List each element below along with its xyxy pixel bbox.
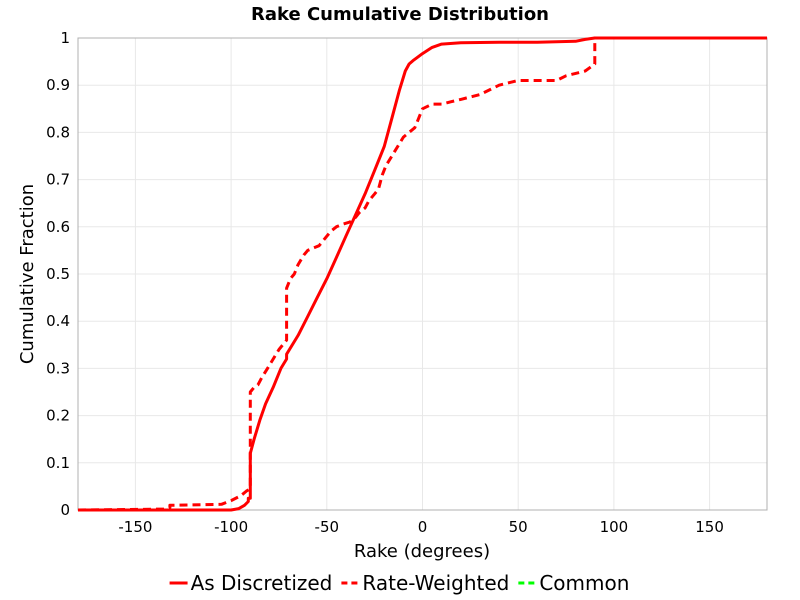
legend-label: Rate-Weighted <box>362 571 509 595</box>
chart-title: Rake Cumulative Distribution <box>251 4 549 25</box>
x-axis-label: Rake (degrees) <box>354 541 490 562</box>
y-tick-label: 0.9 <box>46 76 70 94</box>
series-line-rate-weighted <box>77 36 767 512</box>
x-tick-label: 100 <box>600 518 629 536</box>
plot-frame <box>77 37 768 511</box>
x-tick-label: -50 <box>315 518 340 536</box>
series-layer <box>77 36 767 512</box>
x-tick-label: 50 <box>509 518 528 536</box>
x-tick-label: -100 <box>214 518 248 536</box>
x-tick-label: 150 <box>695 518 724 536</box>
y-tick-labels: 0 0.1 0.2 0.3 0.4 0.5 0.6 0.7 0.8 0.9 1 <box>46 29 70 519</box>
y-tick-label: 0.8 <box>46 123 70 141</box>
y-tick-label: 0.3 <box>46 359 70 377</box>
legend: As Discretized Rate-Weighted Common <box>169 571 629 595</box>
y-tick-label: 0.2 <box>46 407 70 425</box>
x-tick-label: -150 <box>118 518 152 536</box>
legend-label: Common <box>539 571 629 595</box>
y-axis-label: Cumulative Fraction <box>17 184 38 364</box>
y-tick-label: 0.1 <box>46 454 70 472</box>
x-tick-labels: -150 -100 -50 0 50 100 150 <box>118 518 724 536</box>
y-tick-label: 1 <box>60 29 70 47</box>
y-tick-label: 0.7 <box>46 171 70 189</box>
x-tick-label: 0 <box>418 518 428 536</box>
legend-label: As Discretized <box>191 571 333 595</box>
y-tick-label: 0.6 <box>46 218 70 236</box>
y-tick-label: 0 <box>60 501 70 519</box>
y-tick-label: 0.4 <box>46 312 70 330</box>
y-tick-label: 0.5 <box>46 265 70 283</box>
